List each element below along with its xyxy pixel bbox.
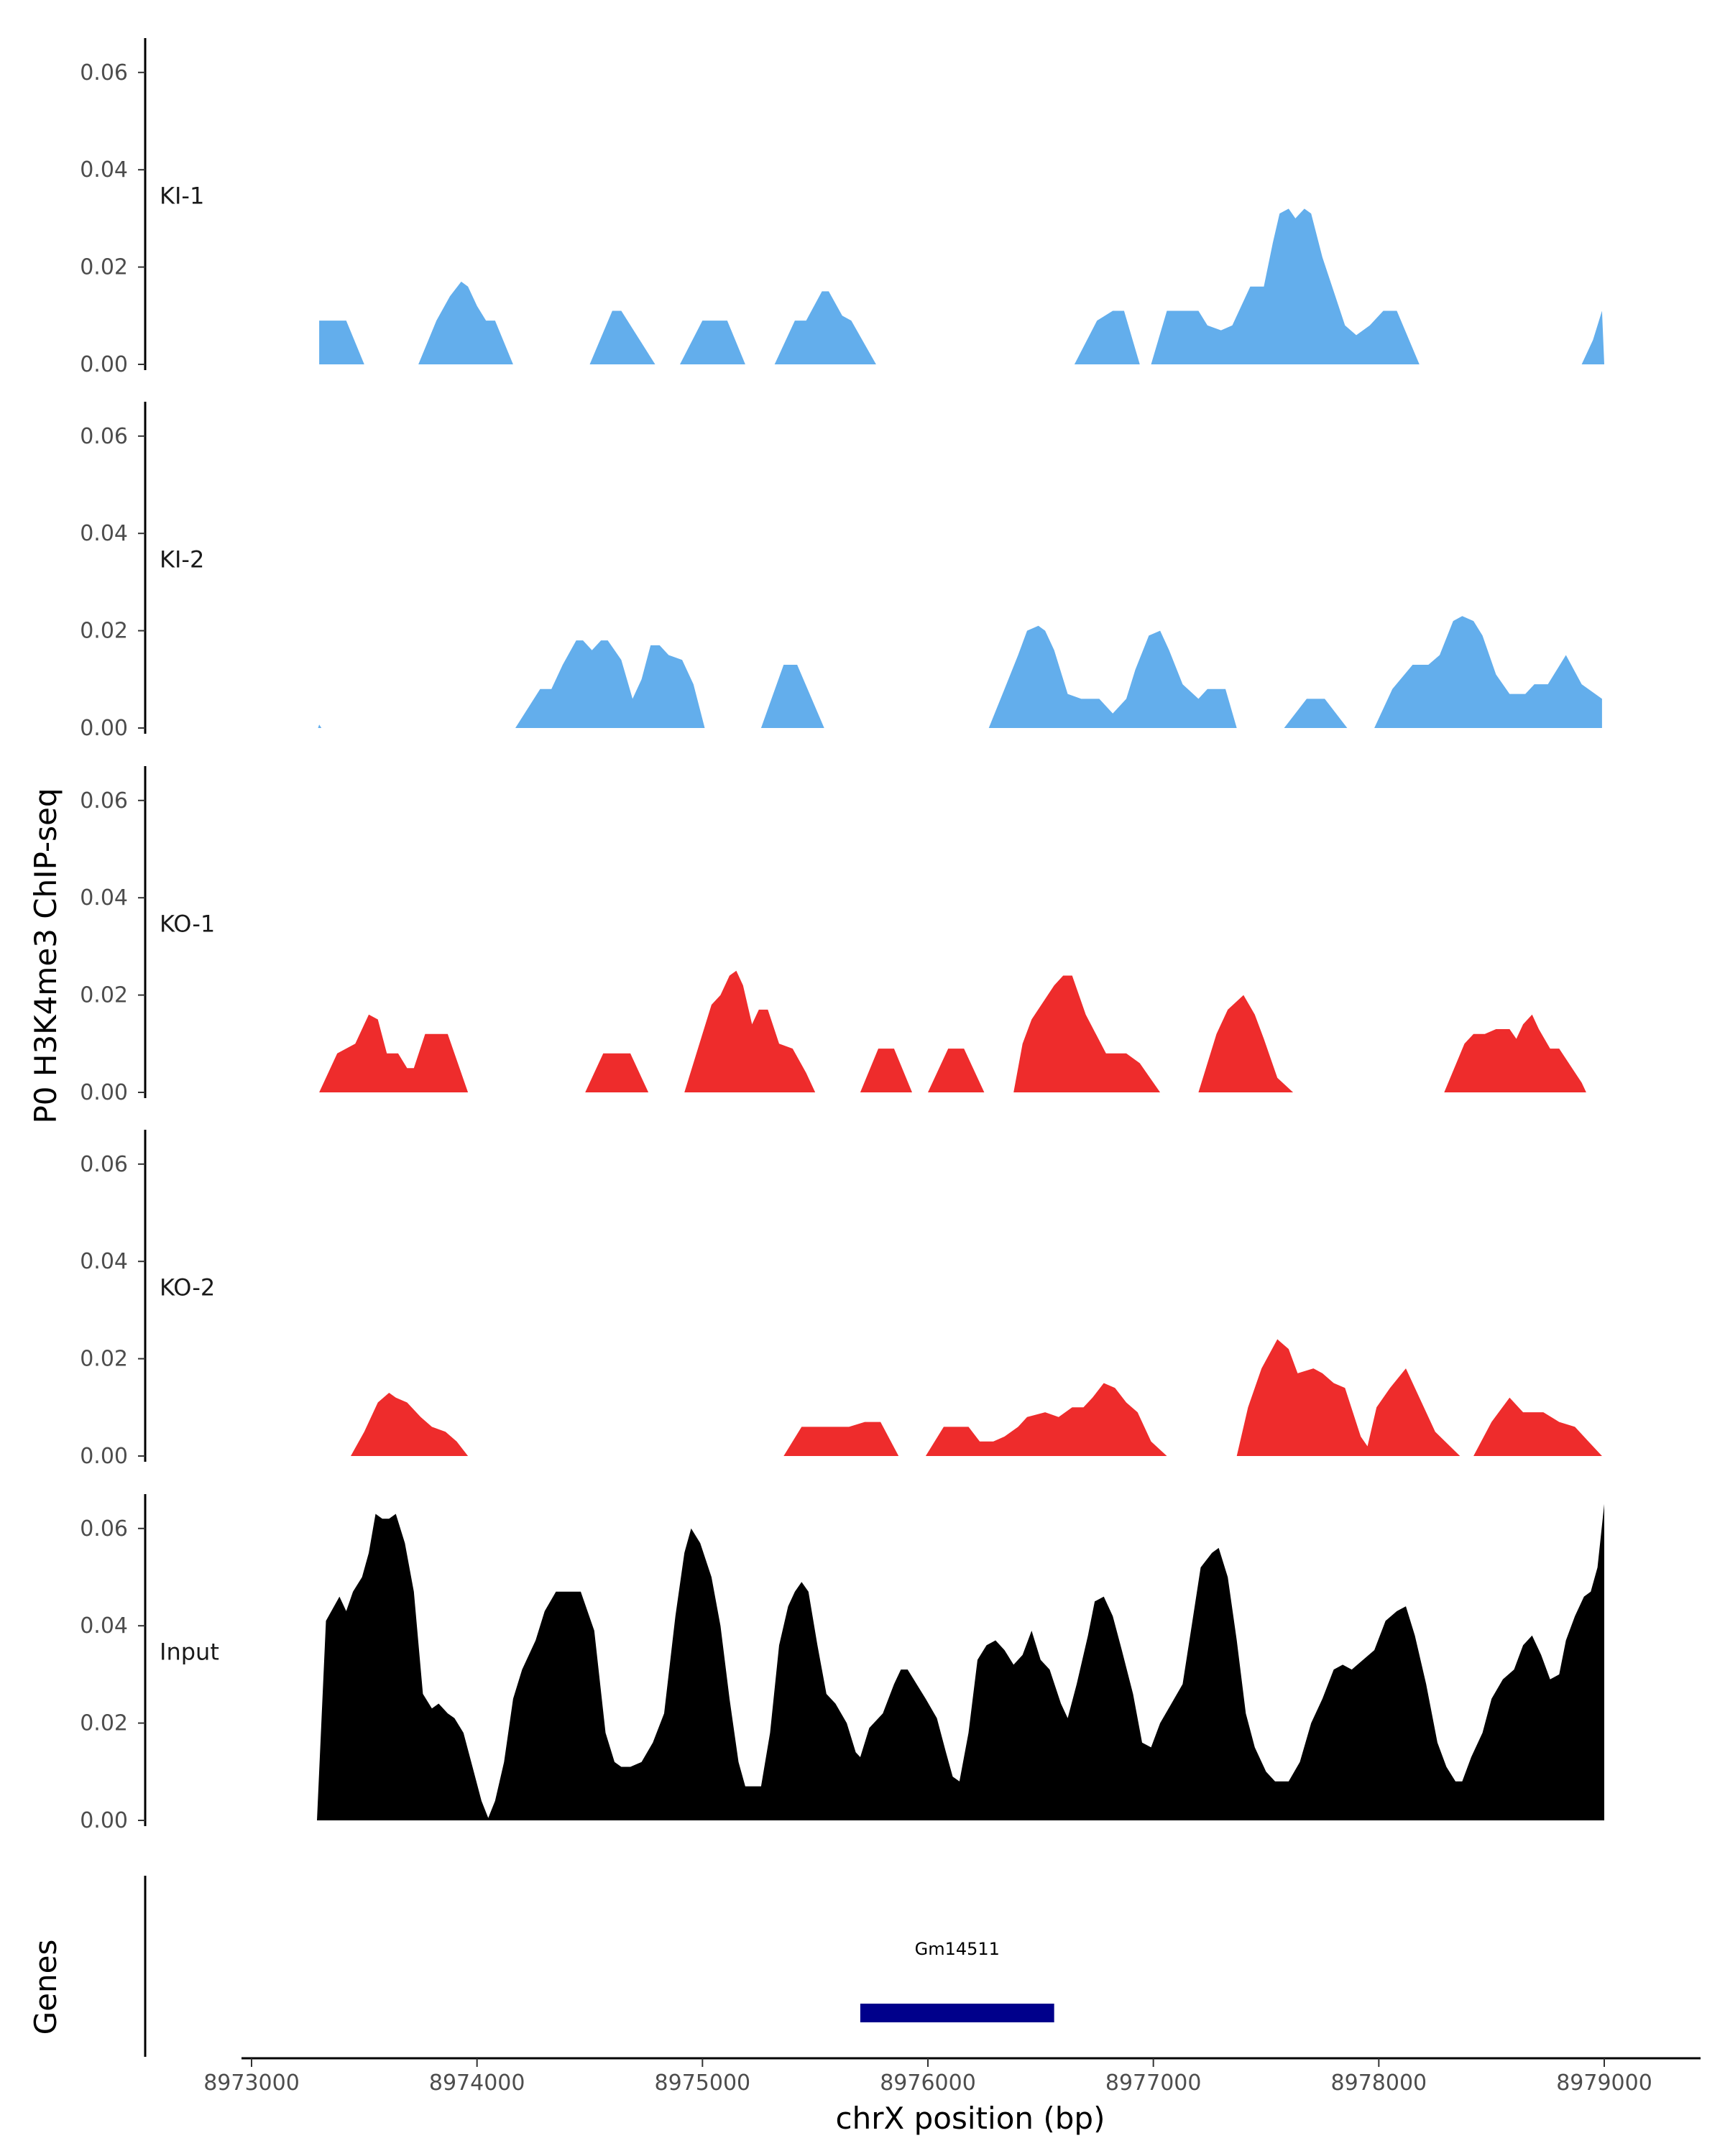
gene-panel: Genes Gm14511 [28,1876,1054,2057]
coverage-peak [774,291,876,364]
x-tick-label: 8973000 [203,2070,300,2096]
coverage-peak [589,310,656,364]
coverage-peak [684,970,816,1092]
y-tick-label: 0.02 [80,1711,128,1736]
y-tick-label: 0.04 [80,1613,128,1639]
y-axis-title: P0 H3K4me3 ChIP-seq [28,788,63,1123]
coverage-peak [1374,616,1602,728]
coverage-peak [515,640,705,728]
track-label: KI-2 [160,546,204,573]
y-tick-label: 0.00 [80,352,128,377]
coverage-peak [860,1049,912,1092]
gene-items: Gm14511 [860,1939,1054,2022]
y-tick-label: 0.04 [80,885,128,911]
coverage-peak [760,665,824,728]
track-label: KO-2 [160,1274,215,1302]
y-tick-label: 0.04 [80,157,128,183]
track-label: KO-1 [160,911,215,938]
x-ticks: 8973000 8974000 8975000 8976000 8977000 89780… [203,2058,1652,2096]
genes-axis-title: Genes [28,1940,63,2035]
y-tick-label: 0.00 [80,716,128,741]
coverage-peak [1198,995,1294,1092]
y-tick-label: 0.00 [80,1080,128,1105]
y-tick-label: 0.06 [80,1152,128,1177]
coverage-peak [585,1053,649,1092]
y-tick-label: 0.02 [80,619,128,644]
coverage-peak [1581,310,1604,364]
coverage-peak [1013,975,1161,1092]
coverage-peak [680,321,745,364]
coverage-peak [988,625,1237,728]
y-tick-label: 0.06 [80,788,128,814]
coverage-peak [319,321,364,364]
coverage-peak [928,1049,985,1092]
x-axis: 8973000 8974000 8975000 8976000 8977000 89780… [203,2057,1701,2136]
x-tick-label: 8976000 [880,2070,976,2096]
coverage-peak [1444,1014,1586,1092]
track-input: 0.00 0.02 0.04 0.06 Input [80,1494,1604,1833]
y-tick-label: 0.06 [80,1516,128,1542]
gene-body [860,2004,1054,2022]
y-tick-label: 0.02 [80,983,128,1008]
x-tick-label: 8978000 [1331,2070,1427,2096]
track-ki-1: 0.00 0.02 0.04 0.06 KI-1 [80,38,1604,377]
track-ko-2: 0.00 0.02 0.04 0.06 KO-2 [80,1130,1602,1469]
coverage-peak [418,281,513,364]
coverage-peak [925,1383,1167,1456]
y-tick-label: 0.02 [80,255,128,280]
y-tick-label: 0.06 [80,424,128,449]
x-axis-title: chrX position (bp) [836,2101,1105,2136]
coverage-peak [1236,1339,1460,1456]
track-label: Input [160,1639,219,1666]
coverage-peak [351,1393,469,1456]
y-tick-label: 0.06 [80,60,128,86]
coverage-peak [318,724,322,728]
coverage-peak [1284,699,1348,728]
coverage-peak [1074,310,1140,364]
x-tick-label: 8979000 [1556,2070,1652,2096]
y-tick-label: 0.02 [80,1347,128,1372]
track-ki-2: 0.00 0.02 0.04 0.06 KI-2 [80,402,1602,741]
coverage-peak [317,1503,1604,1820]
y-tick-label: 0.04 [80,521,128,546]
y-tick-label: 0.00 [80,1808,128,1833]
y-tick-label: 0.00 [80,1444,128,1469]
x-tick-label: 8974000 [429,2070,525,2096]
x-tick-label: 8977000 [1105,2070,1202,2096]
coverage-tracks: 0.00 0.02 0.04 0.06 KI-1 0.00 0.02 0.04 0.06 KI-2… [80,38,1604,1833]
x-tick-label: 8975000 [655,2070,751,2096]
coverage-peak [1151,208,1420,364]
gene-label: Gm14511 [915,1939,1000,1959]
track-label: KI-1 [160,183,204,210]
track-ko-1: 0.00 0.02 0.04 0.06 KO-1 [80,766,1586,1105]
y-tick-label: 0.04 [80,1249,128,1274]
coverage-peak [783,1422,899,1456]
coverage-peak [319,1014,469,1092]
coverage-peak [1473,1397,1602,1456]
